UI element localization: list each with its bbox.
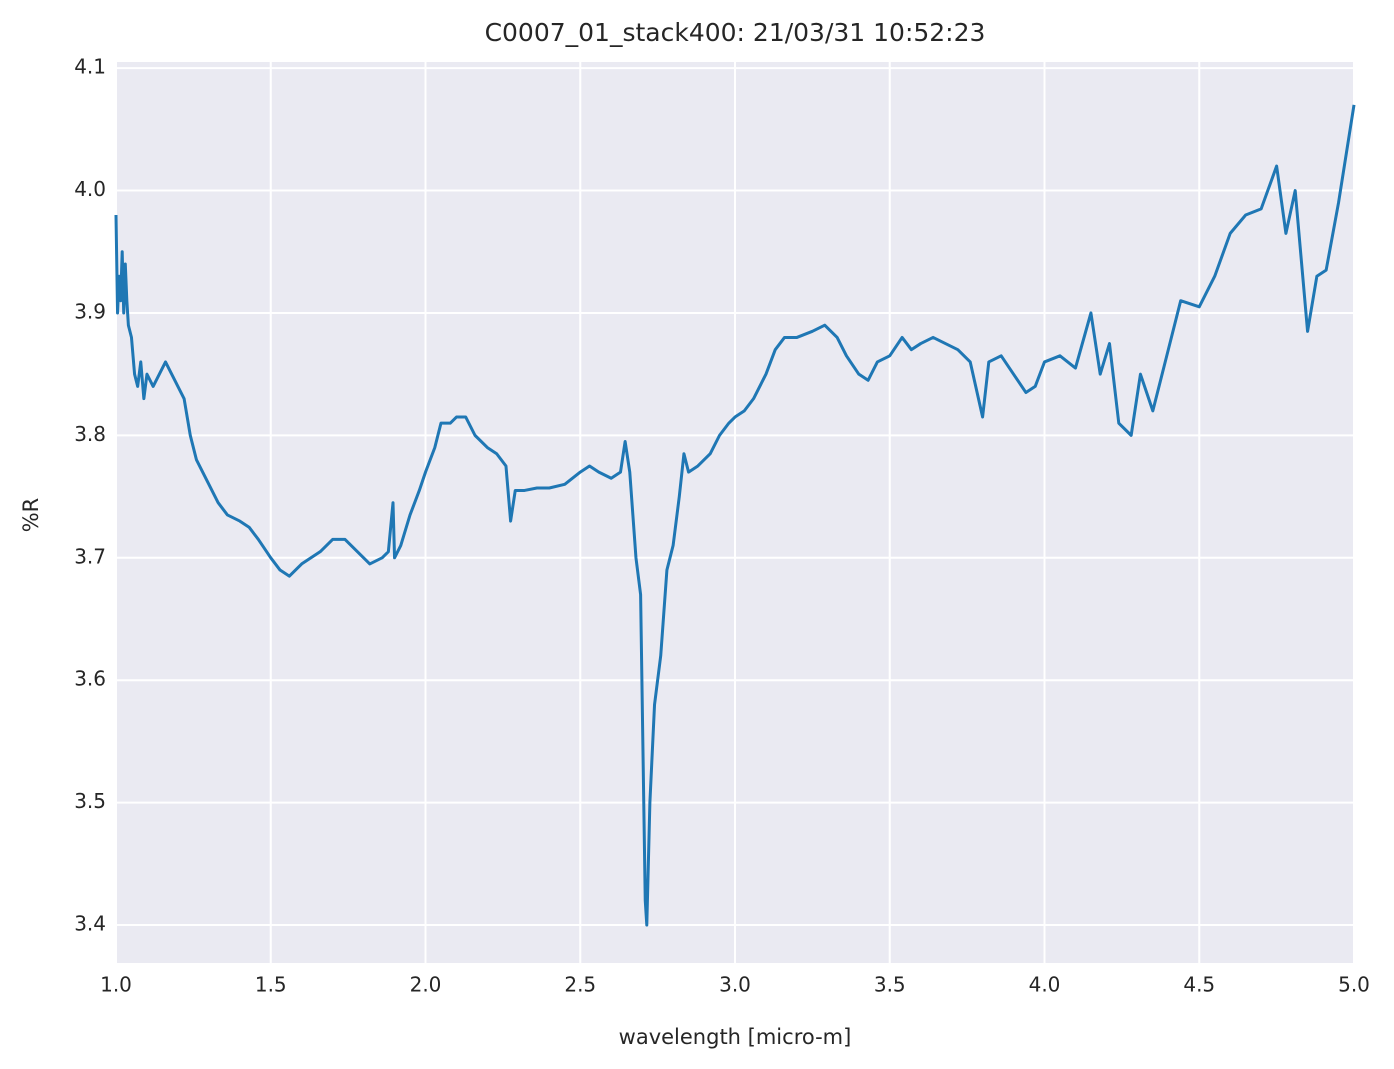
data-line [114, 104, 1356, 927]
x-tick-label: 1.0 [100, 973, 132, 997]
x-tick-label: 4.0 [1029, 973, 1061, 997]
y-tick-label: 3.4 [74, 912, 106, 936]
x-tick-label: 2.5 [564, 973, 596, 997]
x-tick-label: 4.5 [1183, 973, 1215, 997]
y-tick-label: 3.5 [74, 789, 106, 813]
y-tick-label: 3.7 [74, 544, 106, 568]
y-tick-label: 3.6 [74, 667, 106, 691]
x-tick-label: 5.0 [1338, 973, 1370, 997]
x-tick-label: 2.0 [410, 973, 442, 997]
y-tick-label: 3.8 [74, 422, 106, 446]
x-tick-label: 3.0 [719, 973, 751, 997]
y-tick-label: 4.0 [74, 177, 106, 201]
y-tick-label: 4.1 [74, 55, 106, 79]
x-tick-label: 3.5 [874, 973, 906, 997]
x-axis-label: wavelength [micro-m] [619, 1025, 852, 1049]
y-tick-label: 3.9 [74, 299, 106, 323]
x-tick-label: 1.5 [255, 973, 287, 997]
chart-title: C0007_01_stack400: 21/03/31 10:52:23 [485, 18, 986, 47]
y-axis-label: %R [19, 498, 43, 533]
